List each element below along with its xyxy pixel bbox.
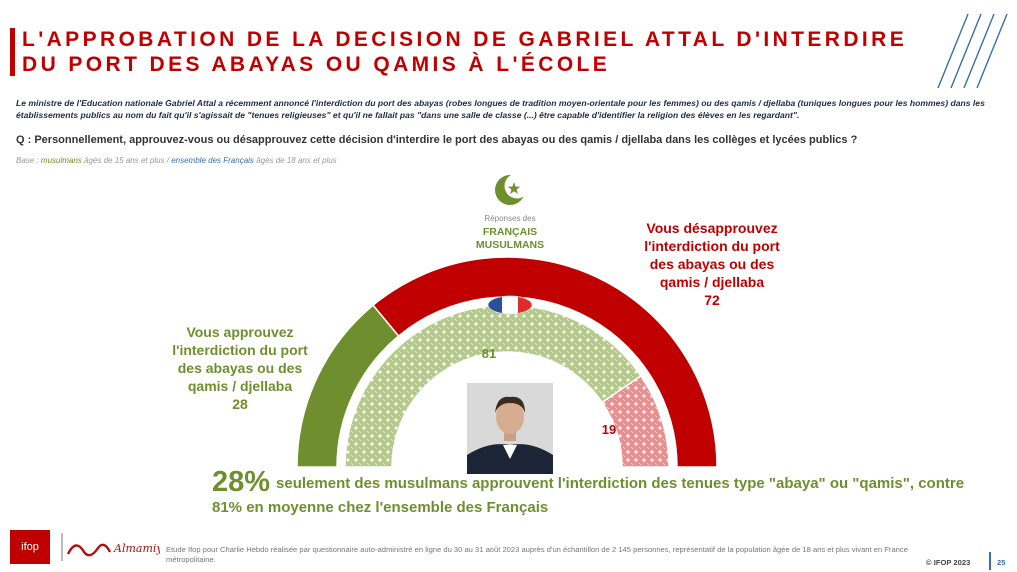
base-note: Base : musulmans âgés de 15 ans et plus … — [16, 156, 337, 165]
disapprove-label: Vous désapprouvez l'interdiction du port… — [612, 219, 812, 309]
almamiya-logo-text: Almamiya TV — [113, 542, 160, 555]
conclusion-text: seulement des musulmans approuvent l'int… — [212, 475, 965, 516]
page-title-line-2: DU PORT DES ABAYAS OU QAMIS À L'ÉCOLE — [22, 53, 611, 76]
crescent-star-icon — [495, 173, 530, 205]
footer-separator — [989, 552, 991, 570]
responses-group-line-2: MUSULMANS — [475, 239, 545, 251]
disapprove-label-line-3: des abayas ou des — [649, 256, 775, 272]
french-flag-icon — [487, 295, 533, 315]
title-accent-bar — [10, 28, 15, 76]
disapprove-value-label: 72 — [704, 292, 720, 308]
question-text: Q : Personnellement, approuvez-vous ou d… — [16, 134, 858, 146]
copyright: © IFOP 2023 — [926, 558, 971, 567]
base-prefix: Base : — [16, 156, 41, 165]
base-group-french: ensemble des Français — [171, 156, 254, 165]
disapprove-label-line-1: Vous désapprouvez — [646, 220, 778, 236]
approve-label-line-1: Vous approuvez — [186, 324, 294, 340]
almamiya-logo: Almamiya TV — [61, 533, 160, 561]
portrait-photo — [467, 383, 553, 474]
approve-value-label: 28 — [232, 396, 248, 412]
inner-approve-value-label: 81 — [481, 346, 497, 361]
ifop-logo: ifop — [10, 530, 50, 564]
approve-label: Vous approuvez l'interdiction du port de… — [140, 323, 340, 413]
base-suffix: âgés de 18 ans et plus — [253, 156, 337, 165]
page-number: 25 — [997, 558, 1006, 567]
conclusion-percent: 28% — [212, 466, 271, 498]
approve-label-line-3: des abayas ou des — [177, 360, 303, 376]
approve-label-line-2: l'interdiction du port — [172, 342, 308, 358]
intro-text: Le ministre de l'Education nationale Gab… — [16, 98, 985, 120]
responses-caption: Réponses des — [484, 214, 536, 223]
disapprove-label-line-4: qamis / djellaba — [659, 274, 765, 290]
approve-label-line-4: qamis / djellaba — [187, 378, 293, 394]
decorative-hatch — [937, 13, 1008, 89]
page-title: L'APPROBATION DE LA DECISION DE GABRIEL … — [22, 27, 952, 77]
responses-group-line-1: FRANÇAIS — [482, 226, 538, 238]
page-title-line-1: L'APPROBATION DE LA DECISION DE GABRIEL … — [22, 28, 908, 51]
footnote: Etude Ifop pour Charlie Hebdo réalisée p… — [166, 545, 908, 564]
inner-arc-disapprove — [601, 374, 670, 468]
conclusion: 28% seulement des musulmans approuvent l'… — [212, 468, 972, 520]
responses-group-label: FRANÇAIS MUSULMANS — [452, 226, 568, 252]
disapprove-label-line-2: l'interdiction du port — [644, 238, 780, 254]
base-group-muslims: musulmans — [40, 156, 82, 165]
inner-disapprove-value-label: 19 — [601, 422, 617, 437]
inner-arc-approve — [344, 304, 643, 468]
base-mid: âgés de 15 ans et plus / — [81, 156, 172, 165]
